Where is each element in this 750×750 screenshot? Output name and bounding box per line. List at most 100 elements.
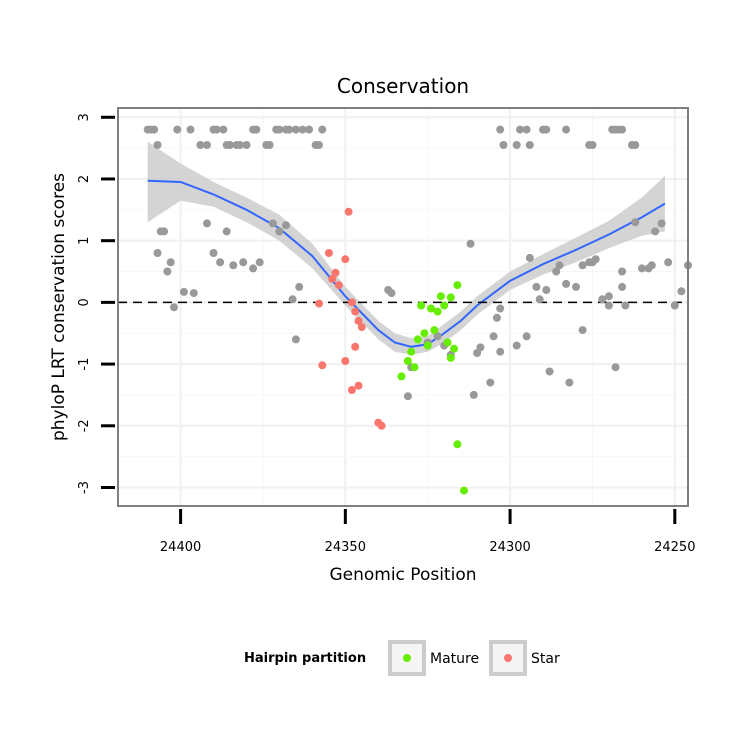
point-mature	[446, 353, 455, 362]
point-other	[532, 282, 541, 291]
y-tick-label: 1	[77, 237, 92, 245]
point-other	[651, 227, 660, 236]
point-other	[265, 141, 274, 149]
point-other	[618, 267, 627, 276]
point-other	[433, 332, 442, 341]
point-other	[163, 267, 172, 276]
point-other	[219, 125, 228, 134]
point-other	[670, 301, 679, 310]
point-mature	[427, 304, 435, 313]
legend-label-star: Star	[531, 651, 560, 667]
point-other	[618, 125, 627, 134]
x-axis-label: Genomic Position	[329, 565, 476, 585]
point-star	[318, 361, 327, 370]
plot-area	[118, 108, 688, 506]
point-star	[315, 299, 323, 308]
point-other	[647, 261, 656, 270]
x-tick-label: 24400	[160, 540, 201, 555]
point-other	[499, 141, 508, 149]
point-other	[591, 255, 600, 264]
point-other	[522, 125, 531, 134]
point-mature	[403, 357, 412, 365]
point-star	[347, 298, 356, 307]
point-other	[552, 267, 561, 276]
point-star	[347, 386, 356, 394]
point-other	[604, 301, 613, 310]
point-star	[357, 323, 366, 332]
point-mature	[443, 338, 452, 347]
point-other	[572, 282, 580, 291]
legend-label-mature: Mature	[430, 651, 479, 667]
point-other	[179, 287, 188, 296]
point-star	[341, 357, 350, 365]
point-other	[512, 341, 521, 350]
point-mature	[450, 344, 459, 353]
point-other	[282, 221, 290, 230]
point-other	[604, 292, 613, 301]
legend: Hairpin partition Mature Star	[244, 640, 560, 676]
point-other	[318, 125, 327, 134]
point-other	[637, 264, 646, 273]
y-tick-label: 3	[77, 113, 92, 121]
point-other	[216, 258, 225, 267]
point-other	[466, 239, 475, 248]
point-other	[209, 249, 218, 257]
point-other	[186, 125, 195, 134]
point-other	[196, 141, 205, 149]
point-star	[354, 381, 363, 390]
point-other	[657, 219, 666, 228]
point-mature	[433, 307, 442, 316]
data-points	[143, 125, 692, 495]
point-other	[275, 227, 284, 236]
point-other	[295, 282, 304, 291]
point-mature	[453, 281, 462, 290]
point-other	[631, 141, 640, 149]
y-tick-label: -2	[77, 419, 92, 432]
point-other	[588, 141, 597, 149]
point-other	[242, 141, 251, 149]
point-other	[562, 279, 571, 288]
point-other	[150, 125, 159, 134]
point-star	[324, 249, 333, 257]
chart-title: Conservation	[337, 74, 469, 98]
point-other	[235, 141, 244, 149]
point-star	[377, 421, 386, 430]
plot-border	[117, 107, 689, 507]
point-other	[545, 367, 554, 376]
point-other	[170, 303, 178, 312]
point-other	[522, 332, 531, 341]
point-other	[166, 258, 175, 267]
point-mature	[430, 326, 439, 335]
point-other	[229, 261, 238, 270]
point-other	[496, 304, 505, 313]
x-axis: 24400 24350 24300 24250	[160, 509, 695, 555]
point-other	[285, 125, 294, 134]
point-other	[496, 125, 505, 134]
x-tick-label: 24300	[489, 540, 530, 555]
point-other	[542, 125, 551, 134]
point-star	[354, 316, 363, 325]
point-other	[578, 326, 587, 335]
point-other	[535, 295, 544, 304]
y-tick-label: -1	[77, 358, 92, 371]
point-other	[598, 295, 607, 304]
point-other	[203, 219, 211, 228]
point-other	[525, 253, 534, 262]
point-mature	[420, 329, 429, 338]
point-star	[344, 207, 353, 216]
point-other	[226, 141, 234, 149]
point-other	[525, 141, 534, 149]
point-mature	[410, 363, 419, 372]
legend-title: Hairpin partition	[244, 651, 366, 666]
point-star	[334, 281, 343, 290]
point-other	[153, 141, 162, 149]
smooth-trend-line	[147, 179, 666, 348]
point-other	[275, 125, 284, 134]
point-mature	[446, 293, 455, 302]
point-other	[387, 289, 396, 298]
point-star	[341, 255, 350, 264]
point-other	[291, 335, 300, 344]
point-other	[403, 392, 412, 401]
legend-swatch-mature	[403, 654, 411, 662]
y-axis-label: phyloP LRT conservation scores	[49, 173, 69, 441]
